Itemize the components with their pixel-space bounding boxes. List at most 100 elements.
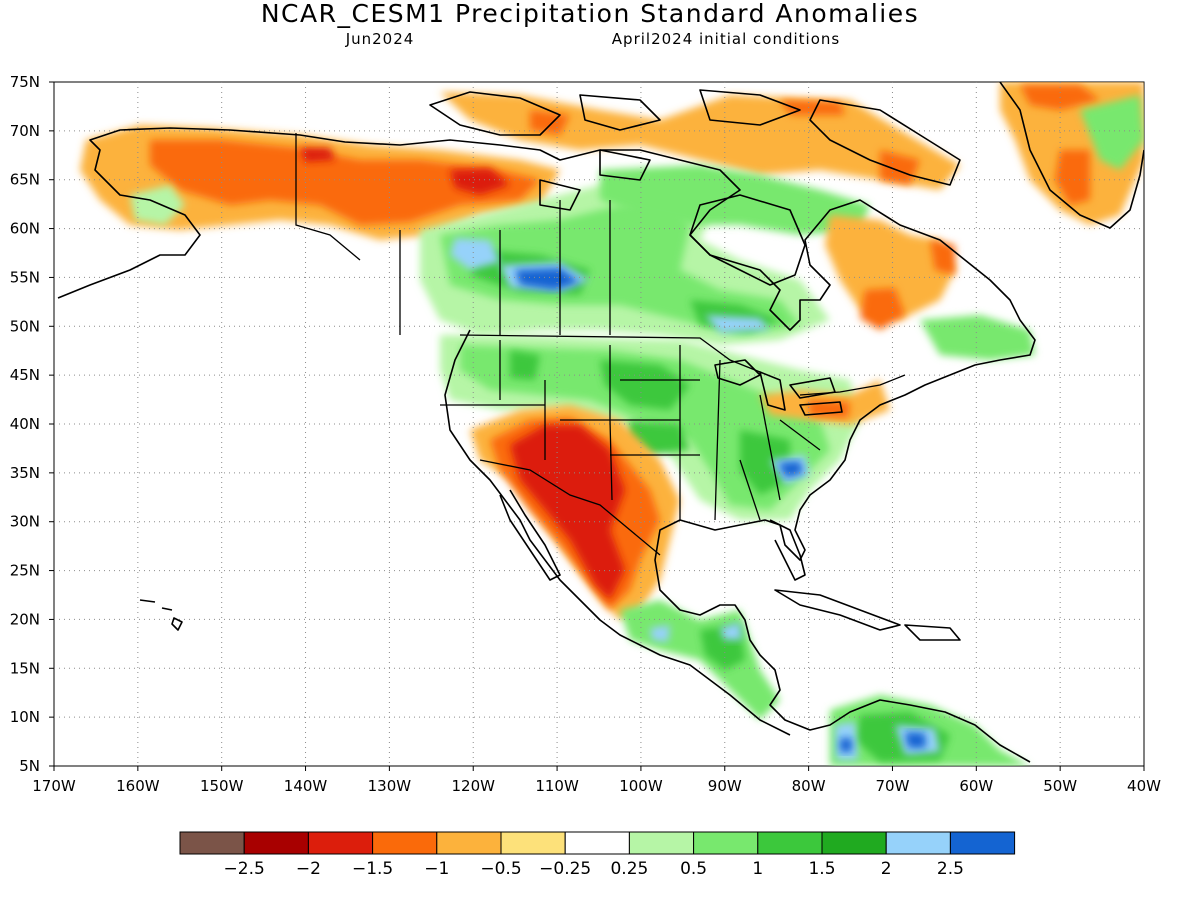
anomaly-alaska-wet	[130, 185, 185, 225]
lat-label: 20N	[10, 610, 40, 628]
colorbar-label: −2.5	[224, 859, 265, 879]
lon-label: 100W	[619, 777, 663, 795]
colorbar-label: −1.5	[352, 859, 393, 879]
lon-label: 150W	[200, 777, 244, 795]
map-panel: 75N 70N 65N 60N 55N 50N 45N 40N 35N 30N 25N 20N 15N 1…	[10, 73, 1161, 795]
colorbar-swatch	[885, 831, 951, 855]
lat-label: 40N	[10, 415, 40, 433]
anomaly-arctic-dry-core	[530, 100, 920, 185]
colorbar: −2.5 −2 −1.5 −1 −0.5 −0.25 0.25 0.5 1 1.5 2 2.5	[179, 831, 1016, 879]
coast-hawaii	[139, 599, 183, 631]
political-borders	[295, 133, 906, 556]
colorbar-label: 2.5	[937, 859, 964, 879]
lat-label: 10N	[10, 708, 40, 726]
colorbar-swatch	[628, 831, 695, 855]
lon-label: 60W	[959, 777, 993, 795]
colorbar-swatch	[179, 831, 245, 855]
anomaly-greenland-dry-core	[1020, 85, 1100, 205]
coast-baja-pacific	[444, 329, 791, 736]
colorbar-swatch	[372, 831, 438, 855]
coast-hudson-bay	[689, 194, 806, 286]
border-us-canada	[459, 334, 906, 396]
lon-label: 120W	[451, 777, 495, 795]
lat-label: 35N	[10, 464, 40, 482]
lon-label: 80W	[792, 777, 826, 795]
lat-label: 45N	[10, 366, 40, 384]
colorbar-label: 1	[752, 859, 763, 879]
colorbar-label: 0.5	[680, 859, 707, 879]
colorbar-swatch	[564, 831, 630, 855]
anomaly-alaska-strong	[300, 148, 510, 195]
coast-arctic-islands	[429, 89, 961, 211]
coast-north-america	[57, 127, 1036, 763]
anomaly-quebec-dry	[825, 215, 955, 320]
anomaly-canada-very-wet	[450, 238, 770, 333]
border-us-states	[440, 340, 821, 521]
coastlines	[57, 82, 1144, 763]
lon-label: 90W	[708, 777, 742, 795]
lat-label: 60N	[10, 220, 40, 238]
border-us-mexico	[479, 459, 661, 556]
lon-label: 170W	[32, 777, 76, 795]
coast-greenland	[999, 82, 1144, 229]
lon-label: 70W	[876, 777, 910, 795]
colorbar-label: −0.5	[480, 859, 521, 879]
colorbar-swatch	[821, 831, 887, 855]
anomaly-arctic-dry	[440, 92, 960, 190]
colorbar-swatch	[949, 831, 1016, 855]
anomaly-central-america-very-wet	[650, 622, 742, 642]
anomaly-greenland-wet	[1080, 95, 1144, 170]
colorbar-swatch	[307, 831, 374, 855]
anomaly-south-america-extreme-wet	[840, 732, 926, 752]
colorbar-swatch	[500, 831, 566, 855]
anomaly-us-wet-strong	[510, 350, 790, 495]
coast-florida	[769, 519, 806, 581]
colorbar-swatch	[757, 831, 823, 855]
colorbar-label: −1	[424, 859, 449, 879]
anomaly-maritimes-wet	[920, 315, 1035, 360]
lat-axis-labels: 75N 70N 65N 60N 55N 50N 45N 40N 35N 30N 25N 20N 15N 1…	[10, 73, 54, 775]
colorbar-label: 2	[881, 859, 892, 879]
colorbar-label: 0.25	[610, 859, 648, 879]
anomaly-southwest-dry-strong	[510, 425, 625, 600]
lat-label: 50N	[10, 317, 40, 335]
colorbar-label: −0.25	[539, 859, 591, 879]
colorbar-swatch	[243, 831, 309, 855]
anomaly-southeast-extreme-wet	[778, 461, 803, 478]
anomaly-field	[80, 82, 1144, 766]
lon-label: 40W	[1127, 777, 1161, 795]
lat-label: 15N	[10, 659, 40, 677]
coast-baja-peninsula	[499, 489, 561, 581]
colorbar-swatch	[693, 831, 759, 855]
anomaly-arctic-wet	[600, 165, 870, 235]
lat-label: 65N	[10, 171, 40, 189]
lon-label: 140W	[284, 777, 328, 795]
anomaly-us-wet-mid	[460, 345, 830, 510]
lon-label: 160W	[116, 777, 160, 795]
coast-hispaniola	[904, 624, 961, 641]
subtitle-month: Jun2024	[345, 30, 415, 48]
anomaly-alaska-dry-core	[150, 140, 540, 225]
chart-title: NCAR_CESM1 Precipitation Standard Anomal…	[261, 0, 919, 28]
lat-label: 30N	[10, 513, 40, 531]
coast-cuba	[774, 589, 901, 631]
border-alaska-canada	[295, 133, 361, 261]
colorbar-label: 1.5	[808, 859, 835, 879]
lat-label: 25N	[10, 562, 40, 580]
colorbar-label: −2	[296, 859, 321, 879]
coast-great-lakes	[714, 359, 843, 416]
border-canada-provinces	[399, 200, 611, 335]
anomaly-canada-extreme-wet	[515, 268, 580, 290]
anomaly-quebec-dry-core	[860, 240, 955, 330]
lat-label: 5N	[19, 757, 40, 775]
anomaly-south-america-very-wet	[835, 722, 940, 760]
lat-label: 55N	[10, 268, 40, 286]
lon-label: 110W	[535, 777, 579, 795]
lon-label: 130W	[368, 777, 412, 795]
colorbar-swatch	[436, 831, 502, 855]
anomaly-canada-wet-mid	[440, 200, 800, 335]
subtitle-conditions: April2024 initial conditions	[612, 30, 840, 48]
lon-axis-labels: 170W 160W 150W 140W 130W 120W 110W 100W 90W 80W 70…	[32, 766, 1161, 795]
lon-label: 50W	[1043, 777, 1077, 795]
